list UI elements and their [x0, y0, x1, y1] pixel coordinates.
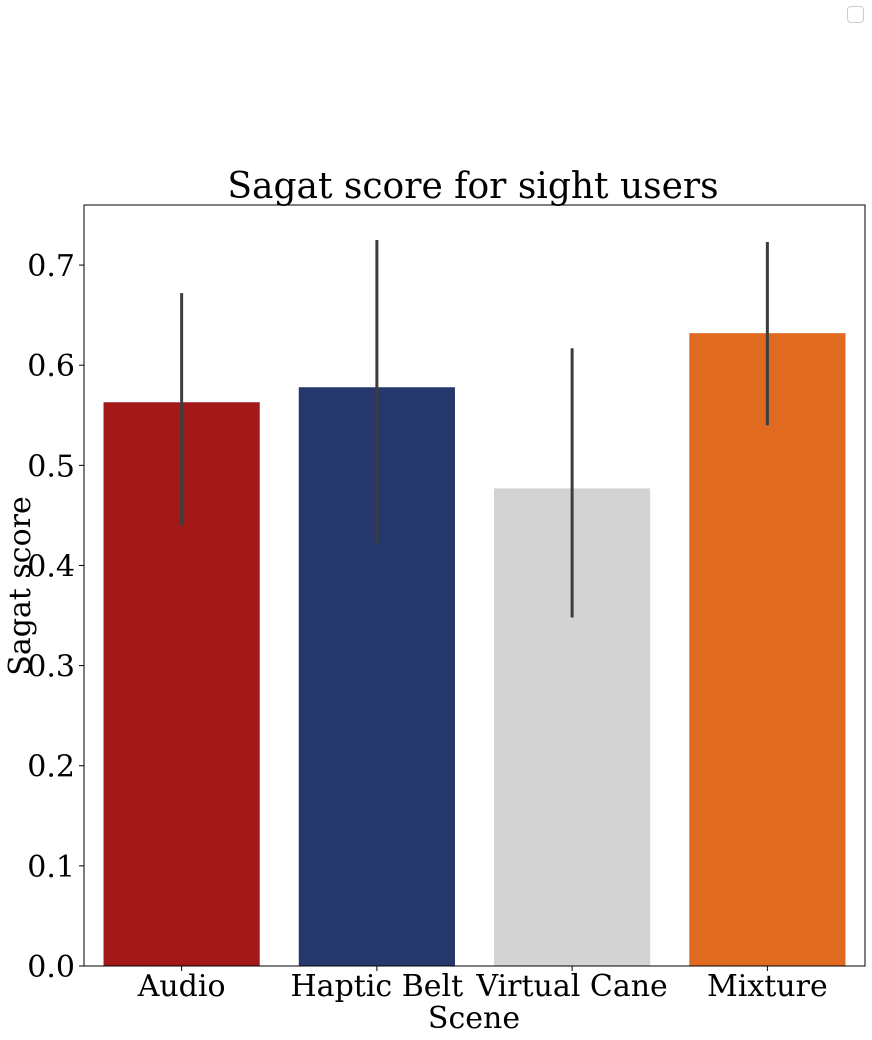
- legend-box: [847, 6, 864, 23]
- y-tick-label: 0.5: [27, 449, 75, 484]
- y-tick-label: 0.2: [27, 750, 75, 785]
- y-tick-label: 0.7: [27, 249, 75, 284]
- y-axis-ticks: 0.0 0.1 0.2 0.3 0.4 0.5 0.6 0.7: [27, 249, 84, 985]
- x-tick-label: Mixture: [707, 969, 828, 1004]
- error-bars-group: [180, 240, 769, 618]
- y-tick-label: 0.0: [27, 950, 75, 985]
- plot-frame: [83, 204, 866, 967]
- y-tick-label: 0.6: [27, 349, 75, 384]
- y-tick-label: 0.1: [27, 850, 75, 885]
- x-axis-ticks: Audio Haptic Belt Virtual Cane Mixture: [137, 966, 828, 1004]
- chart-title: Sagat score for sight users: [227, 166, 718, 207]
- x-tick-label: Virtual Cane: [475, 969, 667, 1004]
- y-axis-label: Sagat score: [3, 496, 38, 675]
- x-tick-label: Audio: [137, 969, 226, 1004]
- y-tick-label: 0.4: [27, 549, 75, 584]
- y-tick-label: 0.3: [27, 650, 75, 685]
- x-tick-label: Haptic Belt: [291, 969, 464, 1004]
- bar-mixture: [689, 333, 846, 966]
- bars-group: [103, 333, 846, 966]
- x-axis-label: Scene: [428, 1001, 520, 1036]
